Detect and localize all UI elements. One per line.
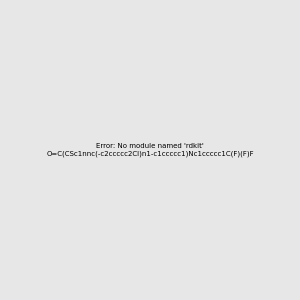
Text: Error: No module named 'rdkit'
O=C(CSc1nnc(-c2ccccc2Cl)n1-c1ccccc1)Nc1ccccc1C(F): Error: No module named 'rdkit' O=C(CSc1n… <box>46 143 254 157</box>
